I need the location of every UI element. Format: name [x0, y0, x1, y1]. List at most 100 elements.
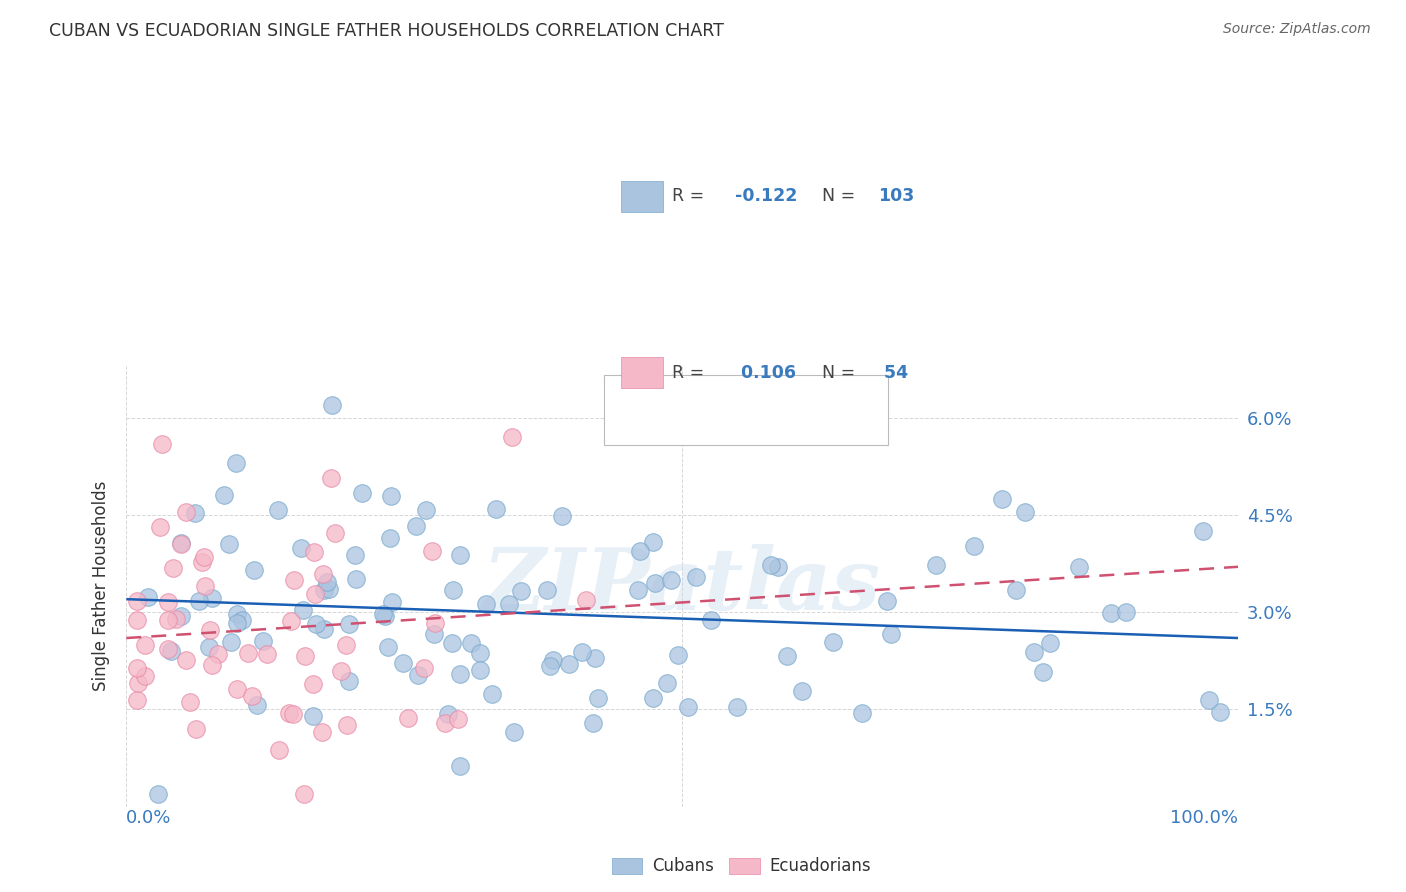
Point — [588, 690, 610, 705]
Point — [127, 692, 149, 706]
Point — [1067, 559, 1090, 574]
Point — [1024, 645, 1046, 659]
Point — [283, 574, 305, 588]
Point — [441, 582, 464, 597]
Point — [225, 456, 247, 470]
Point — [146, 787, 169, 801]
Point — [880, 627, 903, 641]
Point — [170, 537, 193, 551]
Point — [283, 706, 305, 721]
Point — [381, 595, 404, 609]
Point — [198, 640, 221, 654]
Text: 103: 103 — [879, 187, 914, 205]
Text: 100.0%: 100.0% — [1170, 809, 1239, 827]
Point — [156, 642, 179, 657]
Point — [412, 661, 434, 675]
Point — [1014, 505, 1036, 519]
Point — [415, 503, 437, 517]
Point — [449, 759, 471, 773]
Point — [193, 550, 215, 565]
Point — [302, 708, 325, 723]
Point — [1032, 665, 1054, 680]
Point — [343, 548, 366, 562]
Point — [316, 575, 339, 590]
Point — [1192, 524, 1215, 539]
Point — [201, 591, 224, 606]
Point — [179, 695, 201, 709]
Bar — [621, 181, 664, 211]
Point — [305, 616, 328, 631]
Text: -0.122: -0.122 — [734, 187, 797, 205]
Point — [290, 541, 312, 555]
Point — [468, 646, 491, 660]
Point — [127, 593, 149, 607]
Point — [470, 663, 492, 677]
Point — [437, 707, 460, 722]
Point — [236, 646, 259, 660]
Point — [449, 667, 471, 681]
Point — [335, 638, 357, 652]
Point — [319, 471, 342, 485]
Point — [655, 676, 678, 690]
Point — [160, 643, 183, 657]
Point — [510, 584, 533, 599]
Text: 54: 54 — [879, 364, 908, 382]
Point — [380, 489, 402, 503]
Point — [583, 651, 606, 665]
Point — [538, 658, 561, 673]
Point — [292, 787, 315, 801]
Text: 0.106: 0.106 — [734, 364, 796, 382]
Point — [252, 634, 274, 648]
Point — [321, 398, 343, 412]
Point — [641, 691, 664, 706]
Point — [240, 689, 263, 703]
Point — [374, 608, 396, 623]
Point — [311, 724, 333, 739]
Point — [851, 706, 873, 720]
Text: Source: ZipAtlas.com: Source: ZipAtlas.com — [1223, 22, 1371, 37]
Point — [474, 597, 496, 611]
Point — [187, 594, 209, 608]
Point — [127, 613, 149, 627]
Point — [304, 545, 326, 559]
Point — [312, 582, 335, 597]
Point — [449, 548, 471, 562]
Point — [318, 582, 340, 597]
Point — [156, 595, 179, 609]
Point — [218, 537, 240, 551]
Point — [440, 636, 463, 650]
Point — [127, 675, 149, 690]
Point — [963, 539, 986, 553]
Point — [294, 648, 316, 663]
FancyBboxPatch shape — [605, 375, 889, 445]
Point — [551, 508, 574, 523]
Point — [700, 613, 723, 627]
Point — [1099, 606, 1122, 620]
Point — [292, 603, 315, 617]
Point — [1115, 605, 1137, 619]
Text: N =: N = — [823, 187, 862, 205]
Point — [1005, 582, 1028, 597]
Point — [481, 687, 503, 701]
Point — [420, 543, 443, 558]
Point — [373, 607, 395, 622]
Point — [434, 716, 457, 731]
Point — [138, 590, 160, 604]
Point — [498, 597, 520, 611]
Point — [659, 573, 682, 587]
Point — [256, 648, 278, 662]
Text: CUBAN VS ECUADORIAN SINGLE FATHER HOUSEHOLDS CORRELATION CHART: CUBAN VS ECUADORIAN SINGLE FATHER HOUSEH… — [49, 22, 724, 40]
Point — [170, 536, 193, 550]
Point — [165, 612, 187, 626]
Point — [225, 682, 247, 697]
Point — [581, 716, 603, 731]
Point — [628, 544, 651, 558]
Point — [156, 614, 179, 628]
Point — [790, 683, 813, 698]
Point — [1198, 693, 1220, 707]
Point — [337, 673, 360, 688]
Point — [925, 558, 948, 573]
Point — [278, 706, 301, 720]
Text: ZIPatlas: ZIPatlas — [484, 544, 882, 628]
Point — [127, 661, 149, 675]
